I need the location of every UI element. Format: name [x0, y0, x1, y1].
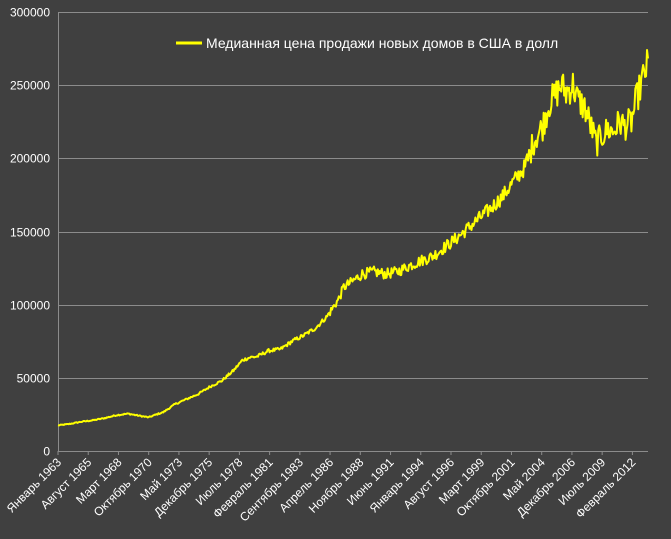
y-axis: 0 50000 100000 150000 200000 250000 300000	[10, 6, 59, 459]
series-layer	[57, 49, 649, 427]
y-tick-label: 200000	[10, 152, 50, 166]
y-tick-label: 300000	[10, 6, 50, 20]
legend: Медианная цена продажи новых домов в США…	[176, 35, 558, 51]
grid	[58, 12, 648, 452]
y-tick-label: 50000	[17, 372, 51, 386]
y-tick-label: 0	[43, 445, 50, 459]
legend-label: Медианная цена продажи новых домов в США…	[206, 35, 558, 51]
y-tick-label: 100000	[10, 299, 50, 313]
y-tick-label: 250000	[10, 79, 50, 93]
series-line	[57, 49, 649, 427]
y-tick-label: 150000	[10, 226, 50, 240]
